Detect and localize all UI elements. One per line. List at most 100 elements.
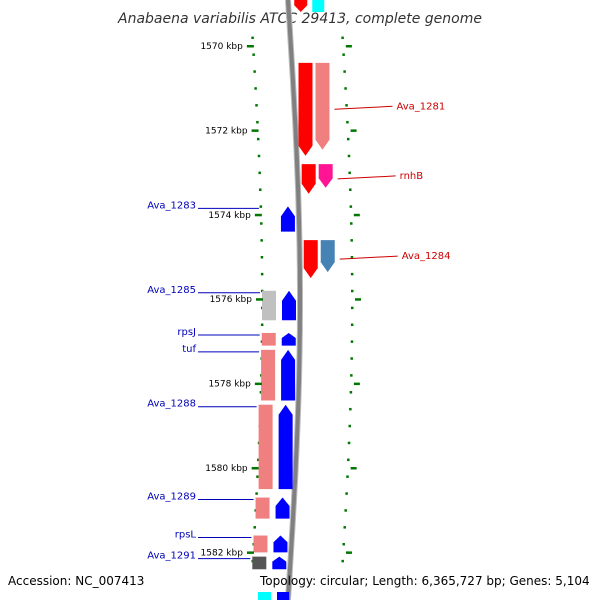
outer-tick-dot	[347, 154, 351, 158]
kbp-tick-label: 1572 kbp	[205, 126, 248, 136]
genome-backbone	[286, 0, 302, 600]
reverse-gene-label: Ava_1288	[147, 399, 196, 410]
inner-tick-dot	[256, 475, 259, 478]
kbp-tick-label: 1580 kbp	[205, 464, 248, 474]
inner-tick-dot	[257, 458, 260, 462]
reverse-cds-bar	[258, 404, 273, 490]
partial-cds-bottom	[258, 592, 271, 600]
forward-cds-bar	[318, 164, 333, 188]
reverse-gene-label: Ava_1291	[147, 551, 196, 562]
outer-tick-dot	[346, 120, 349, 124]
outer-tick-dot	[347, 441, 351, 445]
outer-kbp-tick-mark	[350, 129, 357, 132]
inner-tick-dot	[259, 391, 263, 394]
outer-tick-dot	[346, 137, 350, 141]
reverse-cds-bar	[253, 535, 268, 553]
outer-tick-dot	[348, 424, 351, 428]
forward-label-leader	[339, 255, 398, 260]
forward-gene-label: Ava_1284	[402, 251, 451, 262]
reverse-gene-arrow	[273, 535, 288, 553]
outer-tick-dot	[350, 306, 354, 310]
reverse-gene-arrow	[280, 206, 295, 232]
kbp-tick-mark	[254, 382, 262, 386]
forward-gene-label: Ava_1281	[396, 101, 445, 112]
feature-group	[252, 0, 335, 600]
inner-tick-dot	[260, 222, 263, 225]
reverse-gene-label: Ava_1289	[147, 492, 196, 503]
kbp-tick-mark	[251, 129, 259, 132]
kbp-tick-mark	[254, 213, 262, 217]
reverse-cds-bar	[261, 349, 276, 401]
kbp-tick-group: 1570 kbp 1572 kbp 1574 kbp 1576 kbp 1578 kbp…	[200, 42, 361, 558]
inner-tick-dot	[256, 137, 260, 141]
reverse-gene-arrow	[281, 290, 296, 321]
outer-kbp-tick-mark	[353, 213, 360, 217]
partial-forward-gene-top	[294, 0, 308, 12]
inner-tick-dot	[251, 36, 254, 40]
reverse-gene-label: tuf	[182, 344, 196, 355]
outer-tick-dot	[349, 407, 352, 411]
reverse-gene-arrow	[275, 497, 290, 519]
outer-tick-dot	[350, 374, 353, 377]
outer-tick-dot	[343, 526, 346, 529]
outer-tick-dot	[350, 289, 354, 293]
outer-tick-dot	[341, 36, 344, 40]
kbp-tick-mark	[251, 467, 259, 470]
kbp-tick-mark	[246, 45, 254, 48]
outer-tick-dot	[342, 53, 345, 56]
label-group: Ava_1281 rnhB Ava_1284 Ava_1283 Ava_1285 rpsJ…	[147, 101, 450, 561]
inner-tick-dot	[253, 526, 256, 529]
reverse-cds-bar	[255, 497, 270, 519]
outer-tick-dot	[345, 492, 348, 495]
reverse-gene-arrow	[278, 404, 293, 490]
reverse-gene-label: rpsJ	[177, 327, 196, 338]
outer-tick-dot	[346, 475, 349, 478]
inner-tick-dot	[252, 53, 255, 56]
outer-tick-dot	[349, 391, 353, 394]
inner-tick-dot	[256, 120, 259, 124]
outer-tick-dot	[344, 87, 347, 90]
outer-tick-dot	[350, 272, 354, 276]
reverse-gene-label: Ava_1283	[147, 200, 196, 211]
outer-kbp-tick-mark	[354, 298, 361, 301]
forward-cds-bar	[315, 62, 330, 150]
map-title: Anabaena variabilis ATCC 29413, complete…	[117, 11, 482, 27]
inner-tick-dot	[259, 205, 263, 208]
partial-reverse-gene-bottom	[277, 592, 289, 600]
outer-tick-dot	[344, 509, 347, 512]
reverse-gene-label: Ava_1285	[147, 285, 196, 296]
inner-tick-dot	[260, 256, 264, 259]
outer-kbp-tick-mark	[345, 551, 352, 554]
topology-text: Topology: circular; Length: 6,365,727 bp…	[260, 574, 590, 588]
kbp-tick-label: 1582 kbp	[201, 548, 244, 558]
backbone-group	[285, 0, 303, 600]
inner-tick-dot	[260, 323, 264, 327]
reverse-gene-arrow	[281, 349, 296, 401]
inner-tick-dot	[255, 492, 258, 495]
outer-kbp-tick-mark	[345, 45, 352, 48]
forward-gene-arrow	[303, 240, 318, 279]
reverse-gene-arrow	[272, 556, 287, 570]
outer-tick-dot	[349, 205, 353, 208]
forward-gene-arrow	[298, 62, 313, 156]
reverse-cds-bar	[252, 556, 267, 570]
outer-tick-dot	[345, 104, 348, 107]
outer-tick-dot	[350, 323, 354, 327]
outer-tick-dot	[350, 340, 354, 343]
outer-tick-dot	[350, 239, 353, 242]
reverse-gene-arrow	[281, 332, 296, 346]
outer-tick-dot	[343, 70, 346, 73]
forward-gene-label: rnhB	[400, 171, 424, 182]
kbp-tick-mark	[246, 551, 254, 554]
partial-cds-top	[312, 0, 325, 12]
forward-label-leader	[337, 175, 396, 180]
outer-tick-dot	[342, 542, 345, 546]
kbp-tick-label: 1574 kbp	[208, 211, 251, 221]
reverse-cds-bar	[261, 290, 276, 321]
outer-tick-dot	[349, 188, 352, 191]
outer-tick-dot	[350, 222, 353, 225]
kbp-tick-label: 1570 kbp	[200, 42, 243, 52]
accession-text: Accession: NC_007413	[8, 574, 145, 588]
kbp-tick-label: 1578 kbp	[208, 380, 251, 390]
